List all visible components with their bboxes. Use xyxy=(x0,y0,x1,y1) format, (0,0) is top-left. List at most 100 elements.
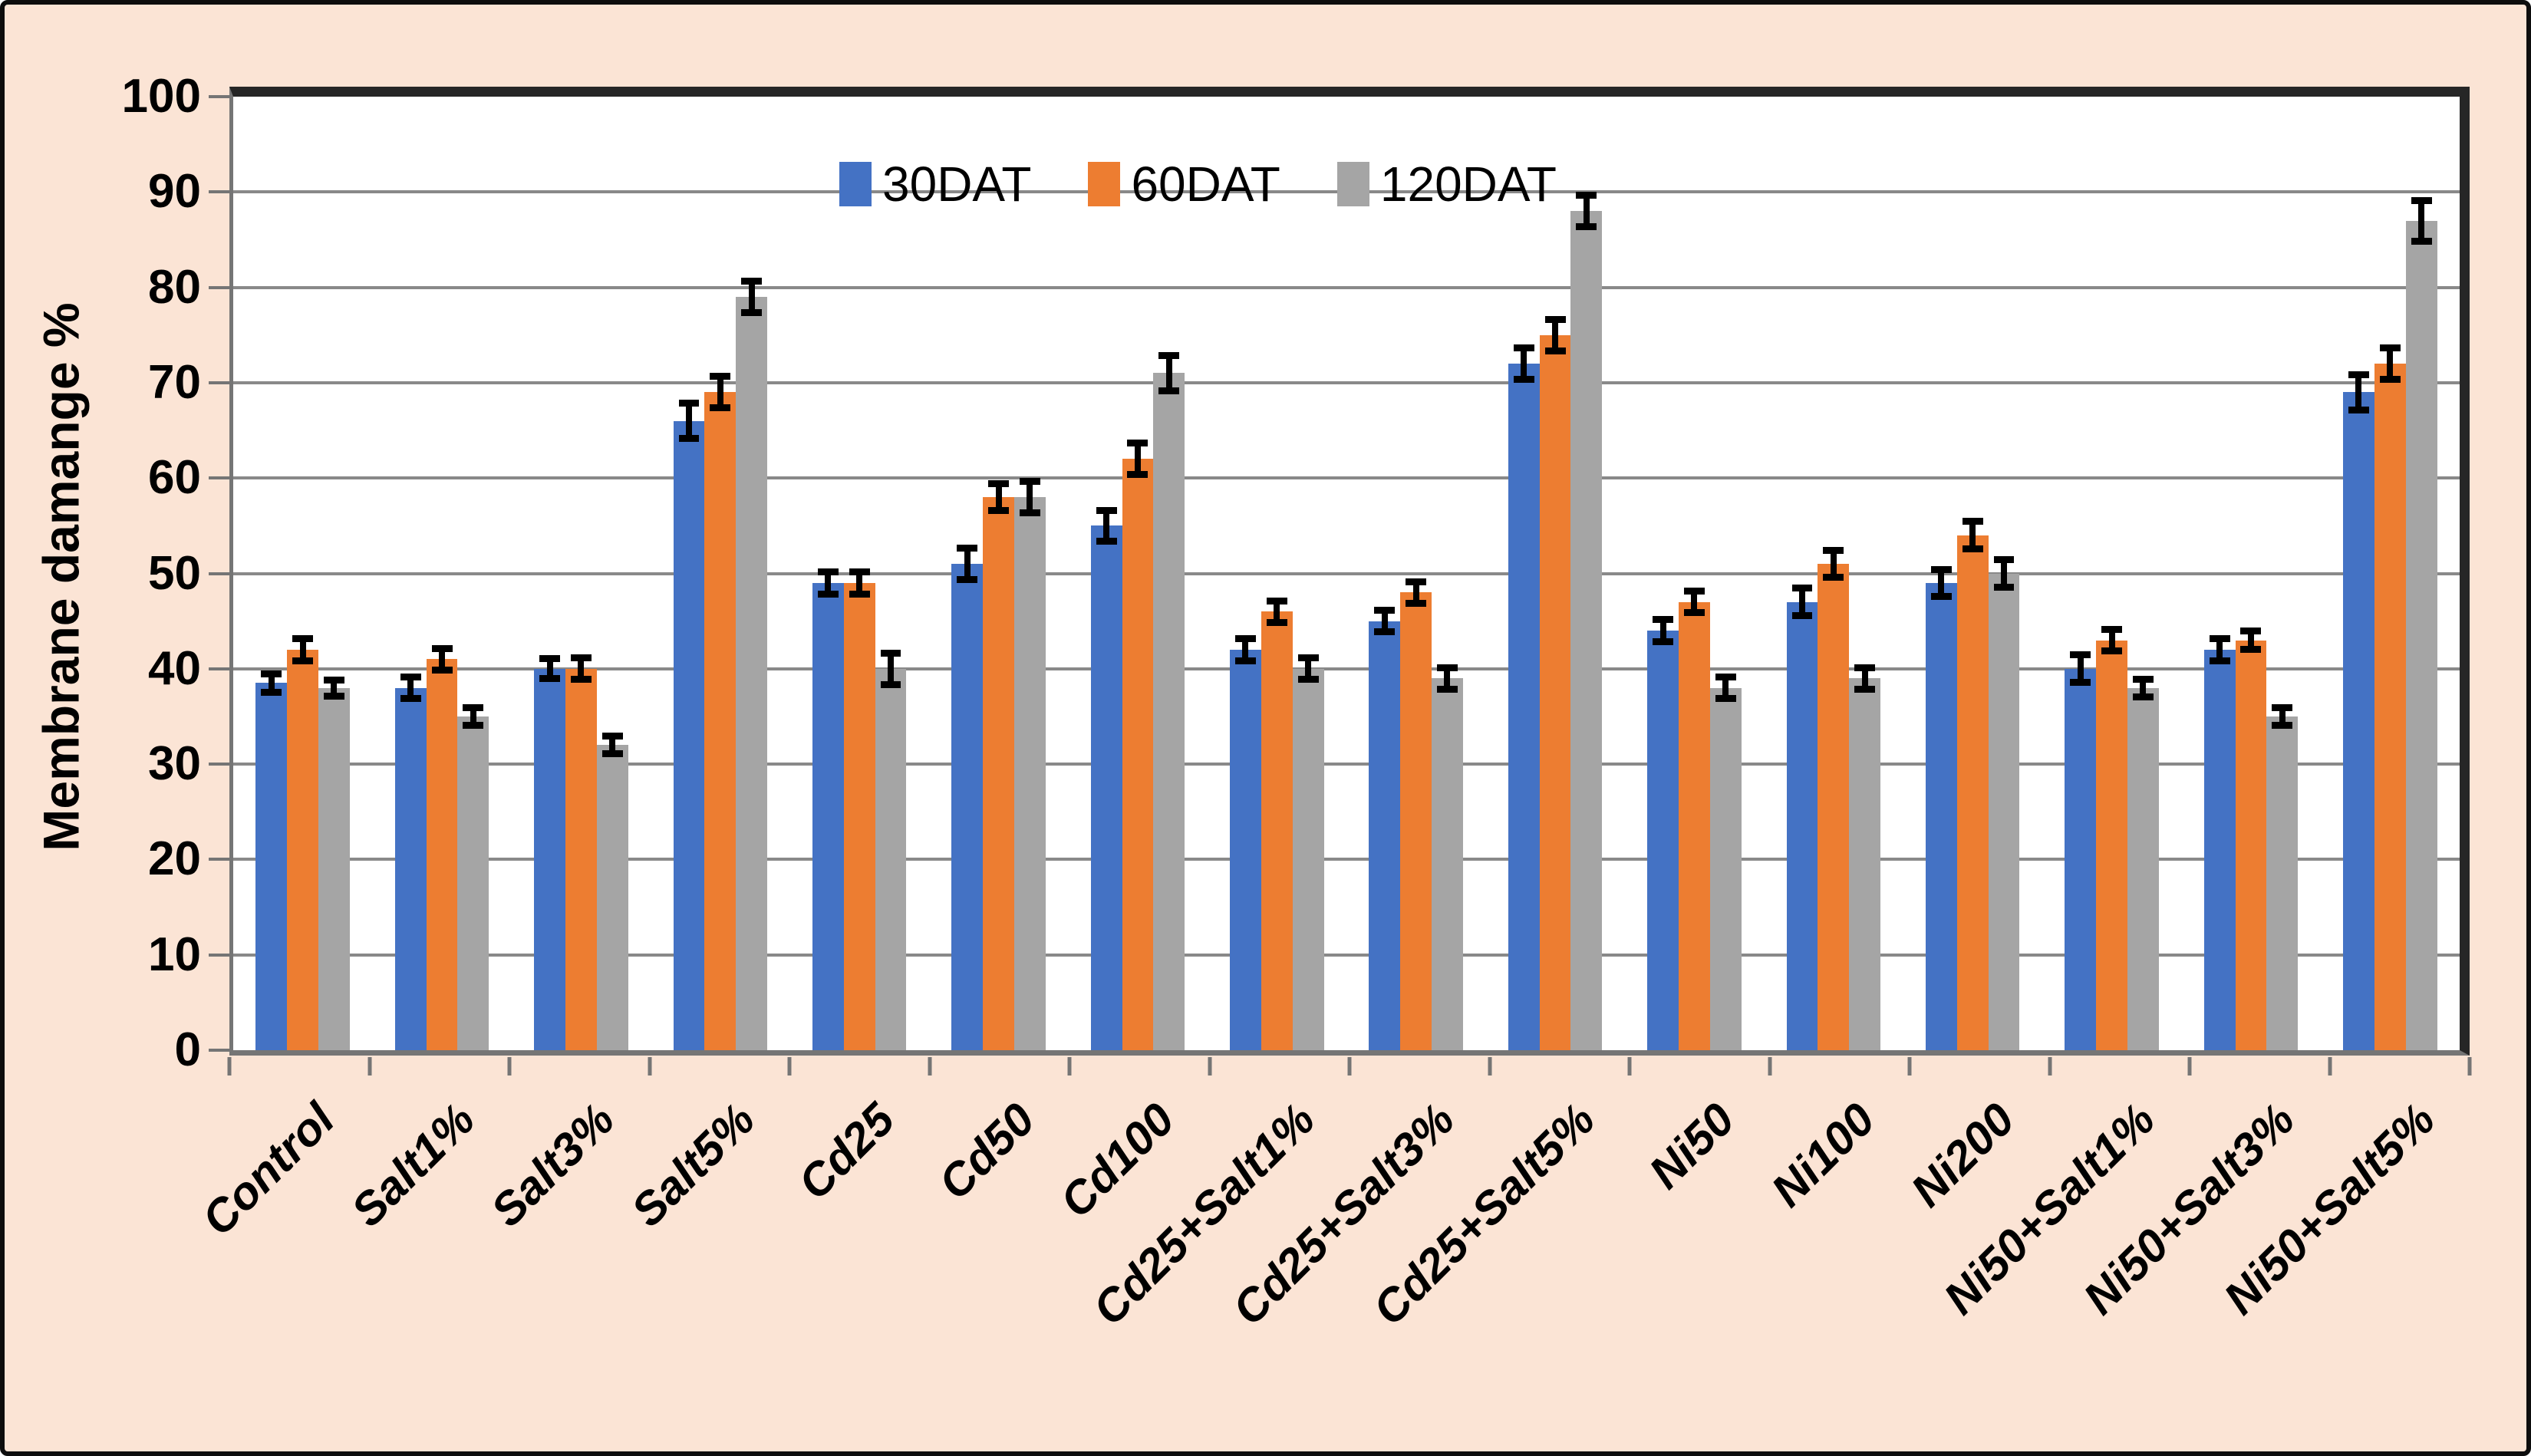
bar-slot xyxy=(875,97,907,1050)
bar-slot xyxy=(1508,97,1540,1050)
error-bar-cap-b xyxy=(1127,471,1149,479)
error-bar-cap-b xyxy=(988,507,1009,515)
error-bar xyxy=(1993,556,2015,591)
bar-slot xyxy=(1786,97,1818,1050)
error-bar-stem xyxy=(1381,607,1388,636)
error-bar-cap-b xyxy=(1096,538,1117,545)
y-tick-label: 10 xyxy=(148,927,201,981)
y-tick-label: 40 xyxy=(148,641,201,695)
error-bar-cap-b xyxy=(1930,593,1952,601)
error-bar xyxy=(1823,546,1844,581)
error-bar-cap-b xyxy=(2070,679,2091,687)
error-bar xyxy=(570,654,592,684)
legend-item-120dat: 120DAT xyxy=(1336,160,1557,209)
error-bar-cap-b xyxy=(880,680,901,688)
bar-60dat-ni50 xyxy=(1679,601,1710,1050)
error-bar xyxy=(431,644,453,674)
bar-group-ni50+salt3% xyxy=(2181,97,2320,1050)
bar-group-cd25+salt5% xyxy=(1485,97,1624,1050)
error-bar xyxy=(1158,352,1180,394)
bar-slot xyxy=(2343,97,2374,1050)
error-bar-stem xyxy=(2355,371,2362,413)
error-bar-stem xyxy=(2140,675,2147,700)
y-tick-label: 90 xyxy=(148,165,201,219)
bar-slot xyxy=(2235,97,2267,1050)
error-bar-cap-b xyxy=(261,688,282,696)
error-bar xyxy=(2070,651,2091,687)
bar-slot xyxy=(2266,97,2299,1050)
error-bar-stem xyxy=(1722,674,1729,703)
bar-slot xyxy=(2203,97,2236,1050)
y-tick xyxy=(209,1049,229,1052)
bar-group-cd100 xyxy=(1068,97,1207,1050)
x-tick xyxy=(227,1057,232,1076)
x-tick xyxy=(367,1057,371,1076)
error-bar-stem xyxy=(825,568,832,598)
bar-30dat-ni50+salt3% xyxy=(2203,649,2236,1050)
error-bar xyxy=(1019,478,1040,516)
error-bar xyxy=(601,733,623,758)
error-bar-cap-b xyxy=(1019,509,1040,516)
error-bar xyxy=(2272,703,2293,730)
error-bar-stem xyxy=(1969,518,1976,553)
bar-30dat-cd25+salt1% xyxy=(1230,649,1261,1050)
bar-group-ni100 xyxy=(1764,97,1903,1050)
error-bar-stem xyxy=(1305,654,1312,684)
bar-slot xyxy=(565,97,597,1050)
bar-groups xyxy=(233,97,2460,1050)
bar-slot xyxy=(2096,97,2127,1050)
bar-120dat-cd25+salt1% xyxy=(1292,668,1324,1050)
bar-group-salt3% xyxy=(512,97,651,1050)
error-bar xyxy=(2132,675,2154,700)
error-bar xyxy=(1854,664,1876,693)
error-bar-stem xyxy=(1444,664,1451,693)
y-tick-label: 60 xyxy=(148,451,201,505)
bar-group-salt5% xyxy=(651,97,789,1050)
error-bar-cap-b xyxy=(1715,695,1736,703)
bar-slot xyxy=(2065,97,2097,1050)
bar-30dat-cd100 xyxy=(1090,525,1122,1050)
x-axis-tick-marks xyxy=(227,1057,2472,1076)
bar-30dat-cd50 xyxy=(951,564,984,1050)
error-bar-stem xyxy=(1798,585,1805,620)
error-bar-stem xyxy=(1134,440,1141,479)
error-bar-cap-b xyxy=(1576,223,1597,231)
error-bar-cap-b xyxy=(431,667,453,674)
y-tick xyxy=(209,858,229,861)
bar-120dat-ni50+salt3% xyxy=(2266,716,2299,1050)
error-bar-stem xyxy=(2077,651,2084,687)
error-bar-stem xyxy=(609,733,616,758)
error-bar xyxy=(1576,192,1597,231)
error-bar xyxy=(1297,654,1319,684)
error-bar-stem xyxy=(546,655,553,683)
bar-slot xyxy=(1988,97,2020,1050)
error-bar-cap-b xyxy=(1406,600,1427,608)
bar-slot xyxy=(287,97,319,1050)
bar-60dat-salt5% xyxy=(704,392,737,1050)
error-bar-cap-b xyxy=(2101,647,2122,655)
legend-swatch-60dat xyxy=(1088,162,1121,206)
bar-slot xyxy=(951,97,984,1050)
x-category-label-salt3%: Salt3% xyxy=(481,1093,625,1237)
error-bar-stem xyxy=(407,674,414,703)
x-category-label-cd100: Cd100 xyxy=(1050,1093,1185,1227)
bar-group-cd25+salt3% xyxy=(1346,97,1485,1050)
bar-60dat-ni100 xyxy=(1818,564,1850,1050)
error-bar xyxy=(880,649,901,688)
error-bar xyxy=(817,568,839,598)
error-bar-cap-b xyxy=(710,404,731,412)
bar-60dat-cd50 xyxy=(983,497,1014,1050)
y-tick xyxy=(209,380,229,384)
bar-60dat-salt3% xyxy=(565,668,597,1050)
bar-slot xyxy=(1570,97,1603,1050)
x-tick xyxy=(1627,1057,1632,1076)
y-axis-tick-labels: 0 10 20 30 40 50 60 70 80 90 100 xyxy=(51,73,201,1074)
gridline xyxy=(233,476,2460,480)
bar-group-cd50 xyxy=(929,97,1068,1050)
gridline xyxy=(233,953,2460,957)
y-tick xyxy=(209,95,229,98)
error-bar xyxy=(539,655,561,683)
error-bar xyxy=(1683,588,1705,617)
bar-slot xyxy=(1679,97,1710,1050)
error-bar xyxy=(2101,625,2122,655)
